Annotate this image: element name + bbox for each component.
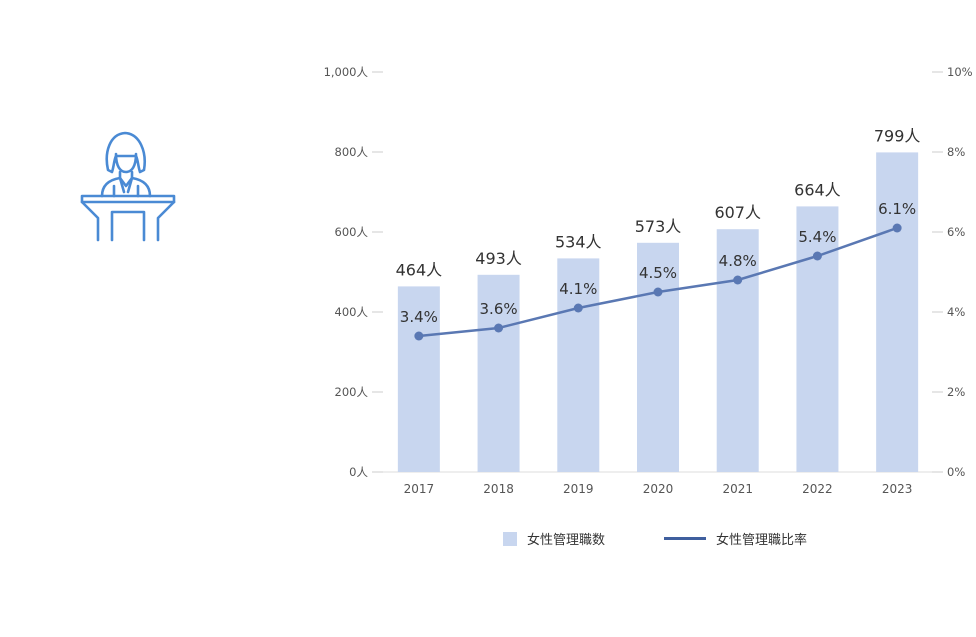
line-point [494,323,504,333]
y-right-tick-label: 2% [947,385,965,399]
bar [876,152,919,472]
line-point [733,275,743,285]
y-left-tick-label: 0人 [349,465,368,479]
line-value-label: 6.1% [878,200,916,218]
line-value-label: 5.4% [798,228,836,246]
x-tick-label: 2023 [882,482,913,496]
x-tick-label: 2021 [722,482,753,496]
line-value-label: 3.6% [480,300,518,318]
legend-line-label: 女性管理職比率 [716,533,808,548]
bar-value-label: 799人 [874,126,921,145]
bar [796,206,839,472]
line-value-label: 4.5% [639,264,677,282]
legend-line-swatch [664,537,706,540]
line-point [653,287,663,297]
legend-item-bar: 女性管理職数 [503,529,605,548]
line-value-label: 4.1% [559,280,597,298]
bar [716,229,759,472]
y-right-tick-label: 10% [947,65,973,79]
bar-value-label: 607人 [714,203,761,222]
line-value-label: 4.8% [719,252,757,270]
x-tick-label: 2020 [643,482,674,496]
line-value-label: 3.4% [400,308,438,326]
x-tick-label: 2019 [563,482,594,496]
y-right-tick-label: 0% [947,465,965,479]
x-tick-label: 2017 [404,482,435,496]
bar-value-label: 664人 [794,180,841,199]
bar [637,242,679,472]
bar-value-label: 493人 [475,249,522,268]
line-point [414,331,424,341]
x-tick-label: 2022 [802,482,833,496]
line-point [892,223,902,233]
bar-value-label: 534人 [555,232,602,251]
y-left-tick-label: 1,000人 [324,65,369,79]
x-tick-label: 2018 [483,482,514,496]
bar [557,258,600,472]
y-left-tick-label: 600人 [335,225,369,239]
bar-value-label: 573人 [635,217,682,236]
legend-bar-label: 女性管理職数 [527,533,606,548]
y-right-tick-label: 4% [947,305,965,319]
bar-value-label: 464人 [396,260,443,279]
y-right-tick-label: 6% [947,225,965,239]
bar [397,286,440,472]
legend-item-line: 女性管理職比率 [664,529,807,548]
y-right-tick-label: 8% [947,145,965,159]
bar [477,274,520,472]
legend-bar-swatch [503,531,517,546]
line-point [573,303,583,313]
speaker-at-podium-icon [78,130,178,242]
line-point [812,251,822,261]
y-left-tick-label: 200人 [335,385,369,399]
y-left-tick-label: 400人 [335,305,369,319]
y-left-tick-label: 800人 [335,145,369,159]
